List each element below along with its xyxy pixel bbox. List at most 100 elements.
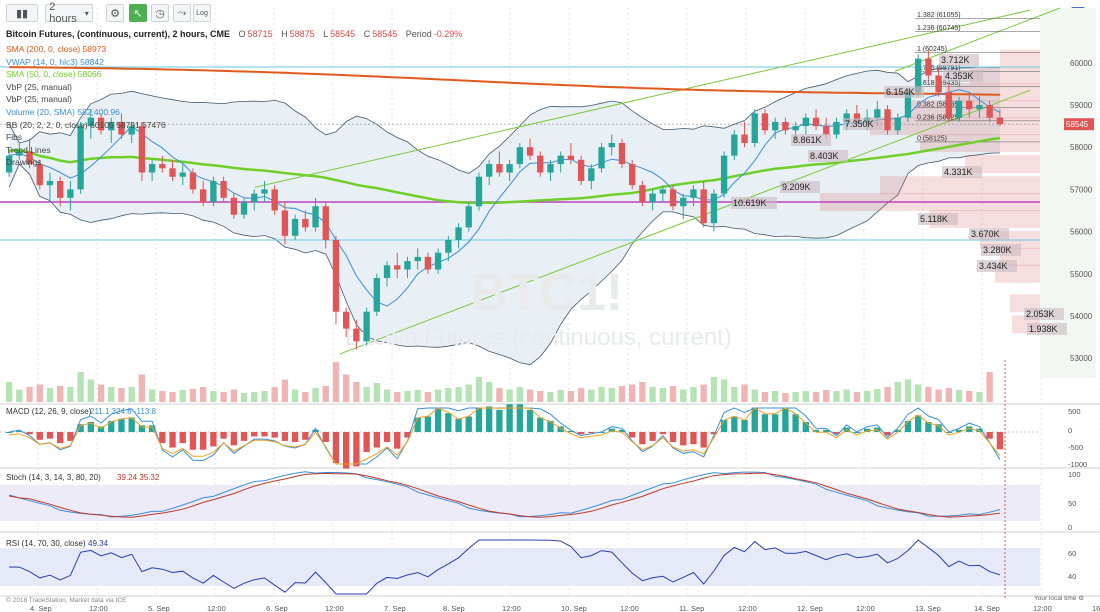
legend-item[interactable]: VbP (25, manual)	[6, 94, 72, 105]
legend-item[interactable]: VbP (25, manual)	[6, 81, 72, 92]
vp-label-bg	[808, 150, 848, 162]
close-label: C	[363, 29, 371, 39]
legend-item[interactable]: Fibs	[6, 132, 23, 143]
macd-histogram-bar	[608, 428, 615, 432]
open-value: 58715	[247, 29, 273, 39]
candle-body	[475, 176, 483, 207]
macd-histogram-bar	[108, 420, 115, 432]
candle-body	[925, 58, 932, 76]
settings-gear-icon[interactable]: ⚙	[106, 4, 124, 22]
volume-bar	[904, 379, 912, 402]
vp-label-bg	[791, 134, 831, 146]
legend-item[interactable]: VWAP (14, 0, hlc3) 58842	[6, 56, 104, 67]
macd-histogram-bar	[486, 406, 493, 432]
legend-item[interactable]: SMA (50, 0, close) 58066	[6, 69, 102, 80]
volume-bar	[424, 392, 432, 402]
macd-histogram-bar	[291, 432, 299, 442]
macd-histogram-bar	[455, 418, 462, 432]
candle-body	[608, 142, 615, 148]
interval-select[interactable]: 2 hours ▾	[45, 1, 93, 25]
macd-histogram-bar	[200, 432, 207, 450]
volume-bar	[210, 391, 217, 402]
volume-bar	[506, 389, 513, 402]
time-axis-label: 16. Sep	[1092, 604, 1100, 612]
volume-bar	[731, 387, 738, 402]
legend-item[interactable]: BB (20, 2, 2, 0, close) 60105 58791 5747…	[6, 119, 166, 130]
volume-bar	[148, 389, 156, 402]
volume-bar	[383, 389, 391, 402]
macd-histogram-bar	[312, 429, 319, 432]
candle-body	[108, 121, 115, 131]
legend-item[interactable]: Trend Lines	[6, 144, 51, 155]
vp-label: 7.350K	[845, 119, 874, 129]
candle-body	[179, 172, 186, 177]
volume-bar	[67, 387, 74, 402]
draw-tool-icon[interactable]: ⤳	[173, 4, 191, 22]
candle-body	[332, 240, 340, 312]
fib-level-label: 1 (60245)	[917, 46, 947, 53]
candle-body	[976, 105, 983, 110]
candle-body	[118, 121, 125, 135]
candle-body	[761, 113, 769, 131]
macd-histogram-bar	[394, 432, 401, 449]
macd-histogram-bar	[884, 432, 891, 436]
candle-body	[526, 147, 534, 156]
vp-label: 3.280K	[983, 245, 1012, 255]
candle-body	[955, 100, 963, 118]
candle-body	[394, 265, 401, 270]
legend-item[interactable]: Volume (20, SMA) 582,400.96	[6, 107, 120, 117]
copyright-text: © 2018 TradeStation, Market data via ICE	[6, 597, 127, 604]
crosshair-toggle-icon[interactable]: ↖	[129, 4, 147, 22]
time-axis-label: 12:00	[738, 604, 757, 612]
rsi-band	[0, 548, 1040, 586]
volume-bar	[935, 389, 942, 402]
local-time-setting[interactable]: Your local time ⚙	[1034, 595, 1085, 602]
sma-50-line	[9, 136, 1001, 205]
volume-bar	[853, 392, 861, 402]
legend-item[interactable]: Drawings	[6, 157, 42, 168]
time-axis-label: 4. Sep	[30, 604, 52, 612]
volume-profile-bar	[1000, 49, 1040, 68]
vp-label: 2.053K	[1026, 309, 1055, 319]
macd-histogram-bar	[179, 432, 186, 444]
macd-histogram-bar	[618, 429, 626, 432]
legend-item[interactable]: SMA (200, 0, close) 58973	[6, 44, 107, 54]
macd-histogram-bar	[863, 428, 871, 432]
macd-histogram-bar	[148, 425, 156, 432]
macd-histogram-bar	[118, 418, 125, 432]
symbol-title: Bitcoin Futures, (continuous, current), …	[6, 29, 231, 39]
vp-label-bg	[1027, 323, 1067, 335]
bollinger-upper	[8, 66, 1000, 174]
volume-bar	[108, 387, 115, 402]
candle-body	[455, 227, 462, 241]
fib-level-label: 0 (58125)	[917, 135, 947, 142]
candle-body	[383, 265, 391, 278]
candle-body	[87, 117, 94, 127]
macd-histogram-bar	[97, 426, 105, 432]
chart-type-label: ▮▮	[15, 7, 29, 20]
vp-label: 6.154K	[886, 87, 915, 97]
volume-bar	[720, 379, 728, 402]
time-axis-label: 13. Sep	[915, 604, 941, 612]
volume-bar	[77, 372, 84, 402]
candle-body	[710, 193, 718, 224]
macd-histogram-bar	[761, 414, 769, 432]
candle-body	[966, 100, 973, 110]
candle-body	[894, 117, 901, 131]
time-axis-label: 12:00	[207, 604, 226, 612]
time-axis-label: 12:00	[856, 604, 875, 612]
log-scale-button[interactable]: Log	[193, 4, 211, 22]
candle-body	[720, 155, 728, 194]
macd-histogram-bar	[424, 416, 432, 432]
volume-bar	[547, 392, 554, 402]
price-axis-tick: 54000	[1070, 312, 1093, 321]
macd-histogram-bar	[57, 432, 64, 444]
candle-body	[792, 126, 799, 131]
macd-histogram-bar	[629, 432, 636, 438]
macd-histogram-bar	[322, 432, 329, 442]
candle-body	[148, 164, 156, 173]
vp-label: 10.619K	[733, 198, 767, 208]
candle-body	[251, 193, 258, 203]
candle-body	[67, 189, 74, 198]
